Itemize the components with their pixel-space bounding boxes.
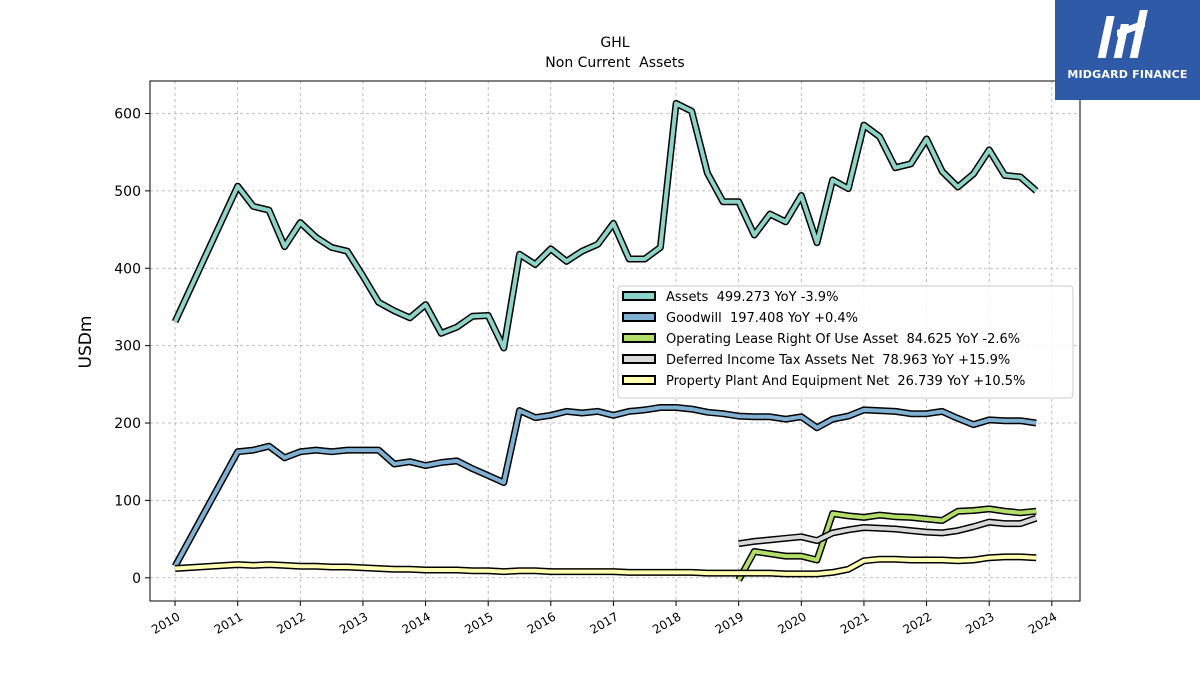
logo-mark-icon [1097, 10, 1148, 58]
chart-title: GHL [600, 35, 629, 51]
series-goodwill [172, 404, 1037, 568]
y-tick-label: 0 [132, 571, 141, 587]
y-tick-label: 300 [114, 339, 141, 355]
x-tick-label: 2018 [650, 609, 683, 636]
y-tick-label: 600 [114, 107, 141, 123]
x-tick-label: 2020 [775, 609, 808, 636]
legend-swatch [622, 291, 656, 301]
x-axis: 2010 2011 2012 2013 2014 2015 2016 2017 2018 2019… [149, 601, 1059, 637]
series-line [173, 405, 1037, 568]
y-tick-label: 500 [114, 184, 141, 200]
legend-swatch [622, 375, 656, 385]
y-tick-label: 400 [114, 261, 141, 277]
x-tick-label: 2010 [149, 609, 182, 636]
y-tick-label: 100 [114, 493, 141, 509]
chart-subtitle: Non Current Assets [545, 55, 684, 71]
plot-frame [149, 80, 1081, 602]
legend-box [617, 285, 1074, 399]
brand-name: MIDGARD FINANCE [1067, 68, 1188, 81]
series-line [738, 516, 1037, 546]
series-operating-lease-right-of-use-asset [735, 505, 1037, 582]
x-tick-label: 2021 [838, 609, 871, 636]
legend-label: Deferred Income Tax Assets Net 78.963 Yo… [666, 353, 1010, 368]
x-tick-label: 2017 [587, 609, 620, 636]
legend-label: Property Plant And Equipment Net 26.739 … [666, 374, 1025, 389]
legend-swatch [622, 333, 656, 343]
legend: Assets 499.273 YoY -3.9% Goodwill 197.408… [617, 285, 1074, 399]
x-tick-label: 2019 [713, 609, 746, 636]
legend-label: Assets 499.273 YoY -3.9% [666, 290, 838, 305]
x-tick-label: 2011 [212, 609, 245, 636]
y-axis: 0 100 200 300 400 500 600 [114, 107, 150, 587]
series-deferred-income-tax-assets-net [738, 514, 1038, 548]
brand-logo: MIDGARD FINANCE [1055, 0, 1200, 100]
x-tick-label: 2013 [337, 609, 370, 636]
x-tick-label: 2015 [462, 609, 495, 636]
series-line [736, 506, 1037, 582]
x-tick-label: 2023 [963, 609, 996, 636]
legend-label: Operating Lease Right Of Use Asset 84.62… [666, 332, 1020, 347]
x-tick-label: 2024 [1026, 609, 1059, 636]
plot-lines [171, 99, 1039, 582]
series-line [174, 554, 1037, 576]
y-tick-label: 200 [114, 416, 141, 432]
x-tick-label: 2012 [274, 609, 307, 636]
legend-swatch [622, 312, 656, 322]
series-assets [171, 99, 1039, 352]
x-tick-label: 2016 [525, 609, 558, 636]
series-outline [172, 404, 1037, 568]
x-tick-label: 2014 [400, 609, 433, 636]
series-line [173, 101, 1038, 350]
y-axis-label: USDm [76, 316, 96, 369]
legend-label: Goodwill 197.408 YoY +0.4% [666, 311, 858, 326]
grid [150, 81, 1080, 601]
x-tick-label: 2022 [901, 609, 934, 636]
series-property-plant-and-equipment-net [174, 553, 1037, 578]
legend-swatch [622, 354, 656, 364]
